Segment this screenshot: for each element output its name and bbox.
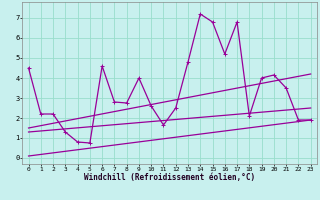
X-axis label: Windchill (Refroidissement éolien,°C): Windchill (Refroidissement éolien,°C) (84, 173, 255, 182)
